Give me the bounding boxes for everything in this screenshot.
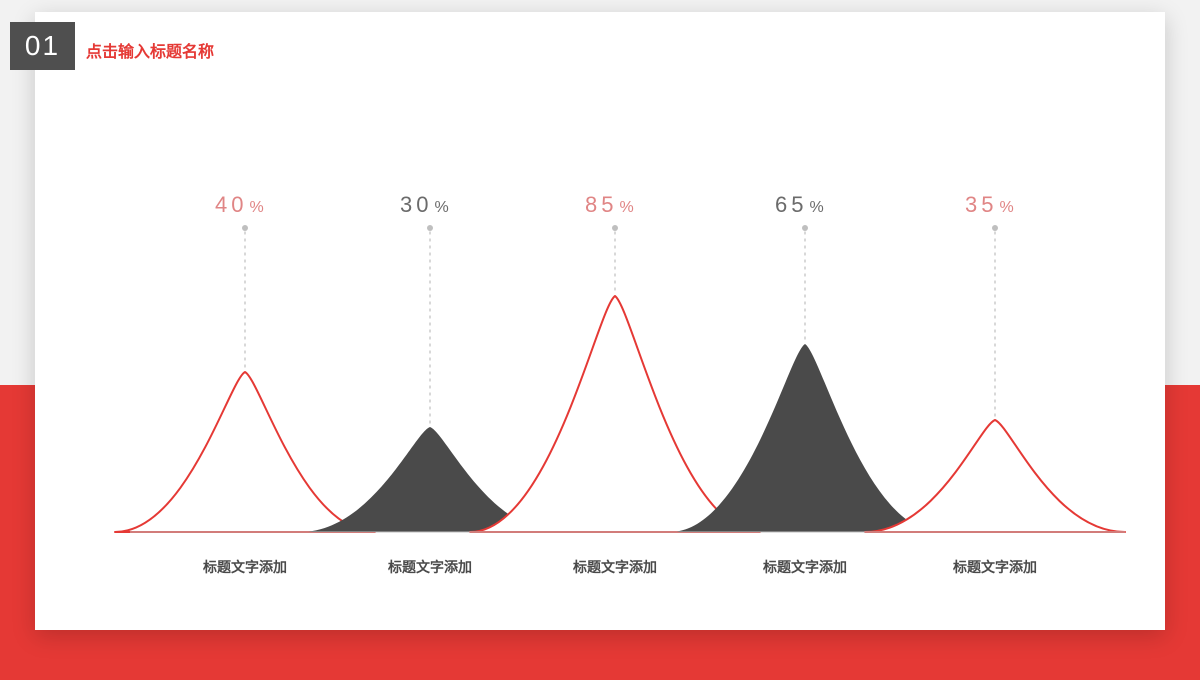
section-number: 01 bbox=[25, 30, 60, 62]
slide-title: 点击输入标题名称 bbox=[86, 38, 214, 62]
slide-card bbox=[35, 12, 1165, 630]
section-number-badge: 01 bbox=[10, 22, 75, 70]
